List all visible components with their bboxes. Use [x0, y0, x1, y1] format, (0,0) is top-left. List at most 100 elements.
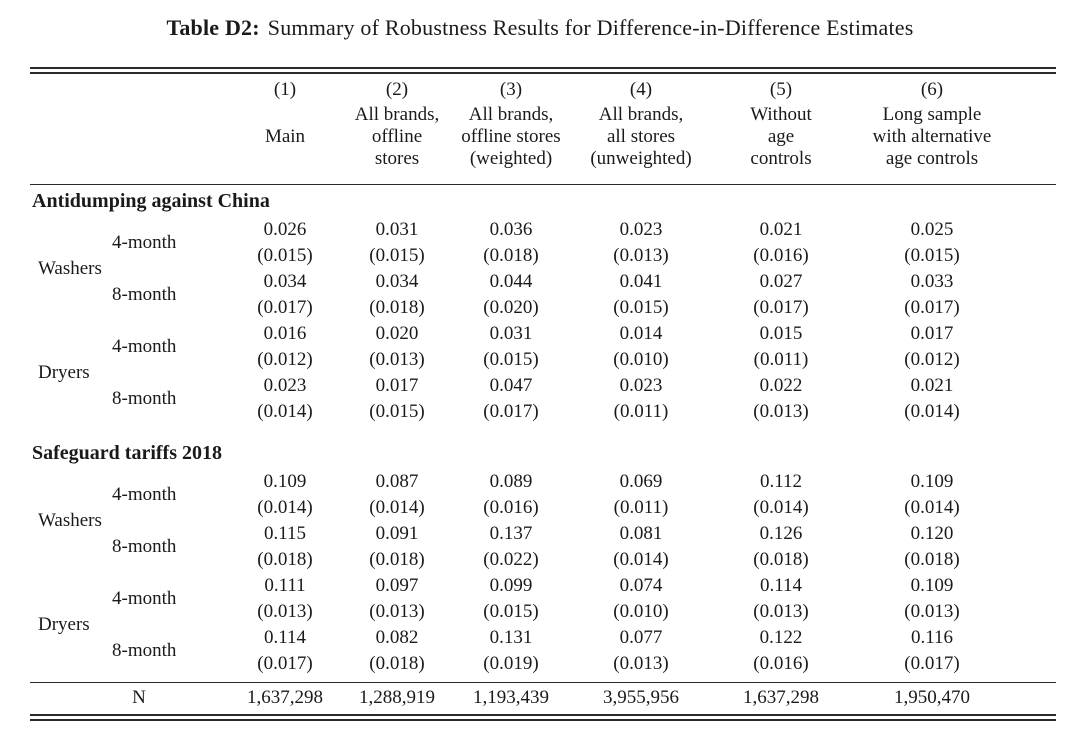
se-cell: (0.014) — [753, 497, 809, 518]
se-cell: (0.017) — [904, 297, 960, 318]
se-cell: (0.014) — [257, 401, 313, 422]
se-cell: (0.010) — [613, 601, 669, 622]
coef-cell: 0.027 — [759, 271, 803, 292]
coef-cell: 0.109 — [910, 575, 954, 596]
coef-cell: 0.023 — [619, 375, 663, 396]
se-cell: (0.017) — [753, 297, 809, 318]
column-number: (6) — [920, 79, 944, 100]
column-label: All brands, offline stores (weighted) — [461, 104, 561, 169]
coef-cell: 0.082 — [375, 627, 419, 648]
coef-cell: 0.109 — [263, 471, 307, 492]
coef-cell: 0.074 — [619, 575, 663, 596]
se-cell: (0.015) — [613, 297, 669, 318]
double-rule — [30, 711, 1056, 721]
coef-cell: 0.033 — [910, 271, 954, 292]
se-cell: (0.018) — [369, 297, 425, 318]
coef-cell: 0.114 — [263, 627, 307, 648]
se-cell: (0.016) — [753, 245, 809, 266]
horizon-label: 8-month — [112, 640, 177, 661]
se-cell: (0.015) — [904, 245, 960, 266]
coef-cell: 0.017 — [375, 375, 419, 396]
coef-cell: 0.014 — [619, 323, 663, 344]
single-rule-line — [30, 682, 1056, 683]
coef-cell: 0.034 — [263, 271, 307, 292]
column-number: (5) — [769, 79, 793, 100]
n-value: 1,637,298 — [743, 687, 819, 708]
coef-cell: 0.047 — [489, 375, 533, 396]
results-table-body: (1) (2) (3) (4) (5) (6) Main All brands, offlin… — [30, 67, 1056, 721]
se-cell: (0.013) — [613, 245, 669, 266]
coef-cell: 0.022 — [759, 375, 803, 396]
section-title: Safeguard tariffs 2018 — [32, 442, 222, 464]
n-value: 1,288,919 — [359, 687, 435, 708]
coef-cell: 0.126 — [759, 523, 803, 544]
n-label: N — [132, 687, 146, 708]
se-cell: (0.014) — [613, 549, 669, 570]
se-cell: (0.018) — [369, 549, 425, 570]
se-cell: (0.017) — [257, 653, 313, 674]
coef-cell: 0.016 — [263, 323, 307, 344]
double-rule-line — [30, 67, 1056, 74]
horizon-label: 4-month — [112, 232, 177, 253]
se-cell: (0.015) — [483, 349, 539, 370]
se-cell: (0.013) — [753, 601, 809, 622]
column-number: (1) — [273, 79, 297, 100]
se-cell: (0.010) — [613, 349, 669, 370]
se-cell: (0.016) — [483, 497, 539, 518]
se-cell: (0.018) — [904, 549, 960, 570]
coef-cell: 0.120 — [910, 523, 954, 544]
se-cell: (0.018) — [257, 549, 313, 570]
se-cell: (0.015) — [369, 245, 425, 266]
coef-cell: 0.034 — [375, 271, 419, 292]
se-cell: (0.012) — [904, 349, 960, 370]
coef-cell: 0.026 — [263, 219, 307, 240]
se-cell: (0.011) — [613, 401, 669, 422]
n-value: 3,955,956 — [603, 687, 679, 708]
coef-cell: 0.017 — [910, 323, 954, 344]
se-cell: (0.022) — [483, 549, 539, 570]
se-cell: (0.012) — [257, 349, 313, 370]
coef-cell: 0.021 — [910, 375, 954, 396]
n-value: 1,637,298 — [247, 687, 323, 708]
coef-cell: 0.109 — [910, 471, 954, 492]
coef-cell: 0.087 — [375, 471, 419, 492]
se-cell: (0.013) — [257, 601, 313, 622]
se-cell: (0.015) — [257, 245, 313, 266]
se-cell: (0.013) — [369, 349, 425, 370]
se-cell: (0.017) — [904, 653, 960, 674]
table-caption-text: Summary of Robustness Results for Differ… — [267, 15, 914, 40]
coef-cell: 0.041 — [619, 271, 663, 292]
coef-cell: 0.036 — [489, 219, 533, 240]
column-label: Main — [264, 126, 306, 147]
coef-cell: 0.111 — [264, 575, 306, 596]
results-table: (1) (2) (3) (4) (5) (6) Main All brands, offlin… — [30, 67, 1056, 721]
column-label: Long sample with alternative age control… — [872, 104, 992, 169]
se-cell: (0.013) — [613, 653, 669, 674]
se-cell: (0.011) — [613, 497, 669, 518]
double-rule — [30, 67, 1056, 74]
se-cell: (0.014) — [369, 497, 425, 518]
coef-cell: 0.112 — [759, 471, 803, 492]
product-label: Dryers — [38, 362, 90, 383]
double-rule-line — [30, 714, 1056, 721]
se-cell: (0.017) — [483, 401, 539, 422]
se-cell: (0.013) — [904, 601, 960, 622]
se-cell: (0.014) — [904, 497, 960, 518]
coef-cell: 0.137 — [489, 523, 533, 544]
single-rule — [30, 677, 1056, 685]
horizon-label: 4-month — [112, 336, 177, 357]
coef-cell: 0.116 — [910, 627, 954, 648]
coef-cell: 0.025 — [910, 219, 954, 240]
n-value: 1,950,470 — [894, 687, 970, 708]
se-cell: (0.013) — [369, 601, 425, 622]
horizon-label: 4-month — [112, 484, 177, 505]
column-number: (2) — [385, 79, 409, 100]
se-cell: (0.011) — [753, 349, 809, 370]
column-label: All brands, all stores (unweighted) — [590, 104, 692, 169]
se-cell: (0.018) — [369, 653, 425, 674]
se-cell: (0.018) — [483, 245, 539, 266]
coef-cell: 0.023 — [619, 219, 663, 240]
se-cell: (0.017) — [257, 297, 313, 318]
coef-cell: 0.097 — [375, 575, 419, 596]
